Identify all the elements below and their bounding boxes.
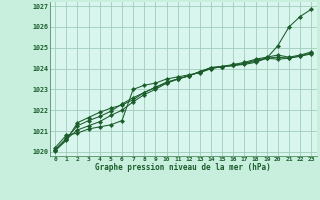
X-axis label: Graphe pression niveau de la mer (hPa): Graphe pression niveau de la mer (hPa) — [95, 163, 271, 172]
